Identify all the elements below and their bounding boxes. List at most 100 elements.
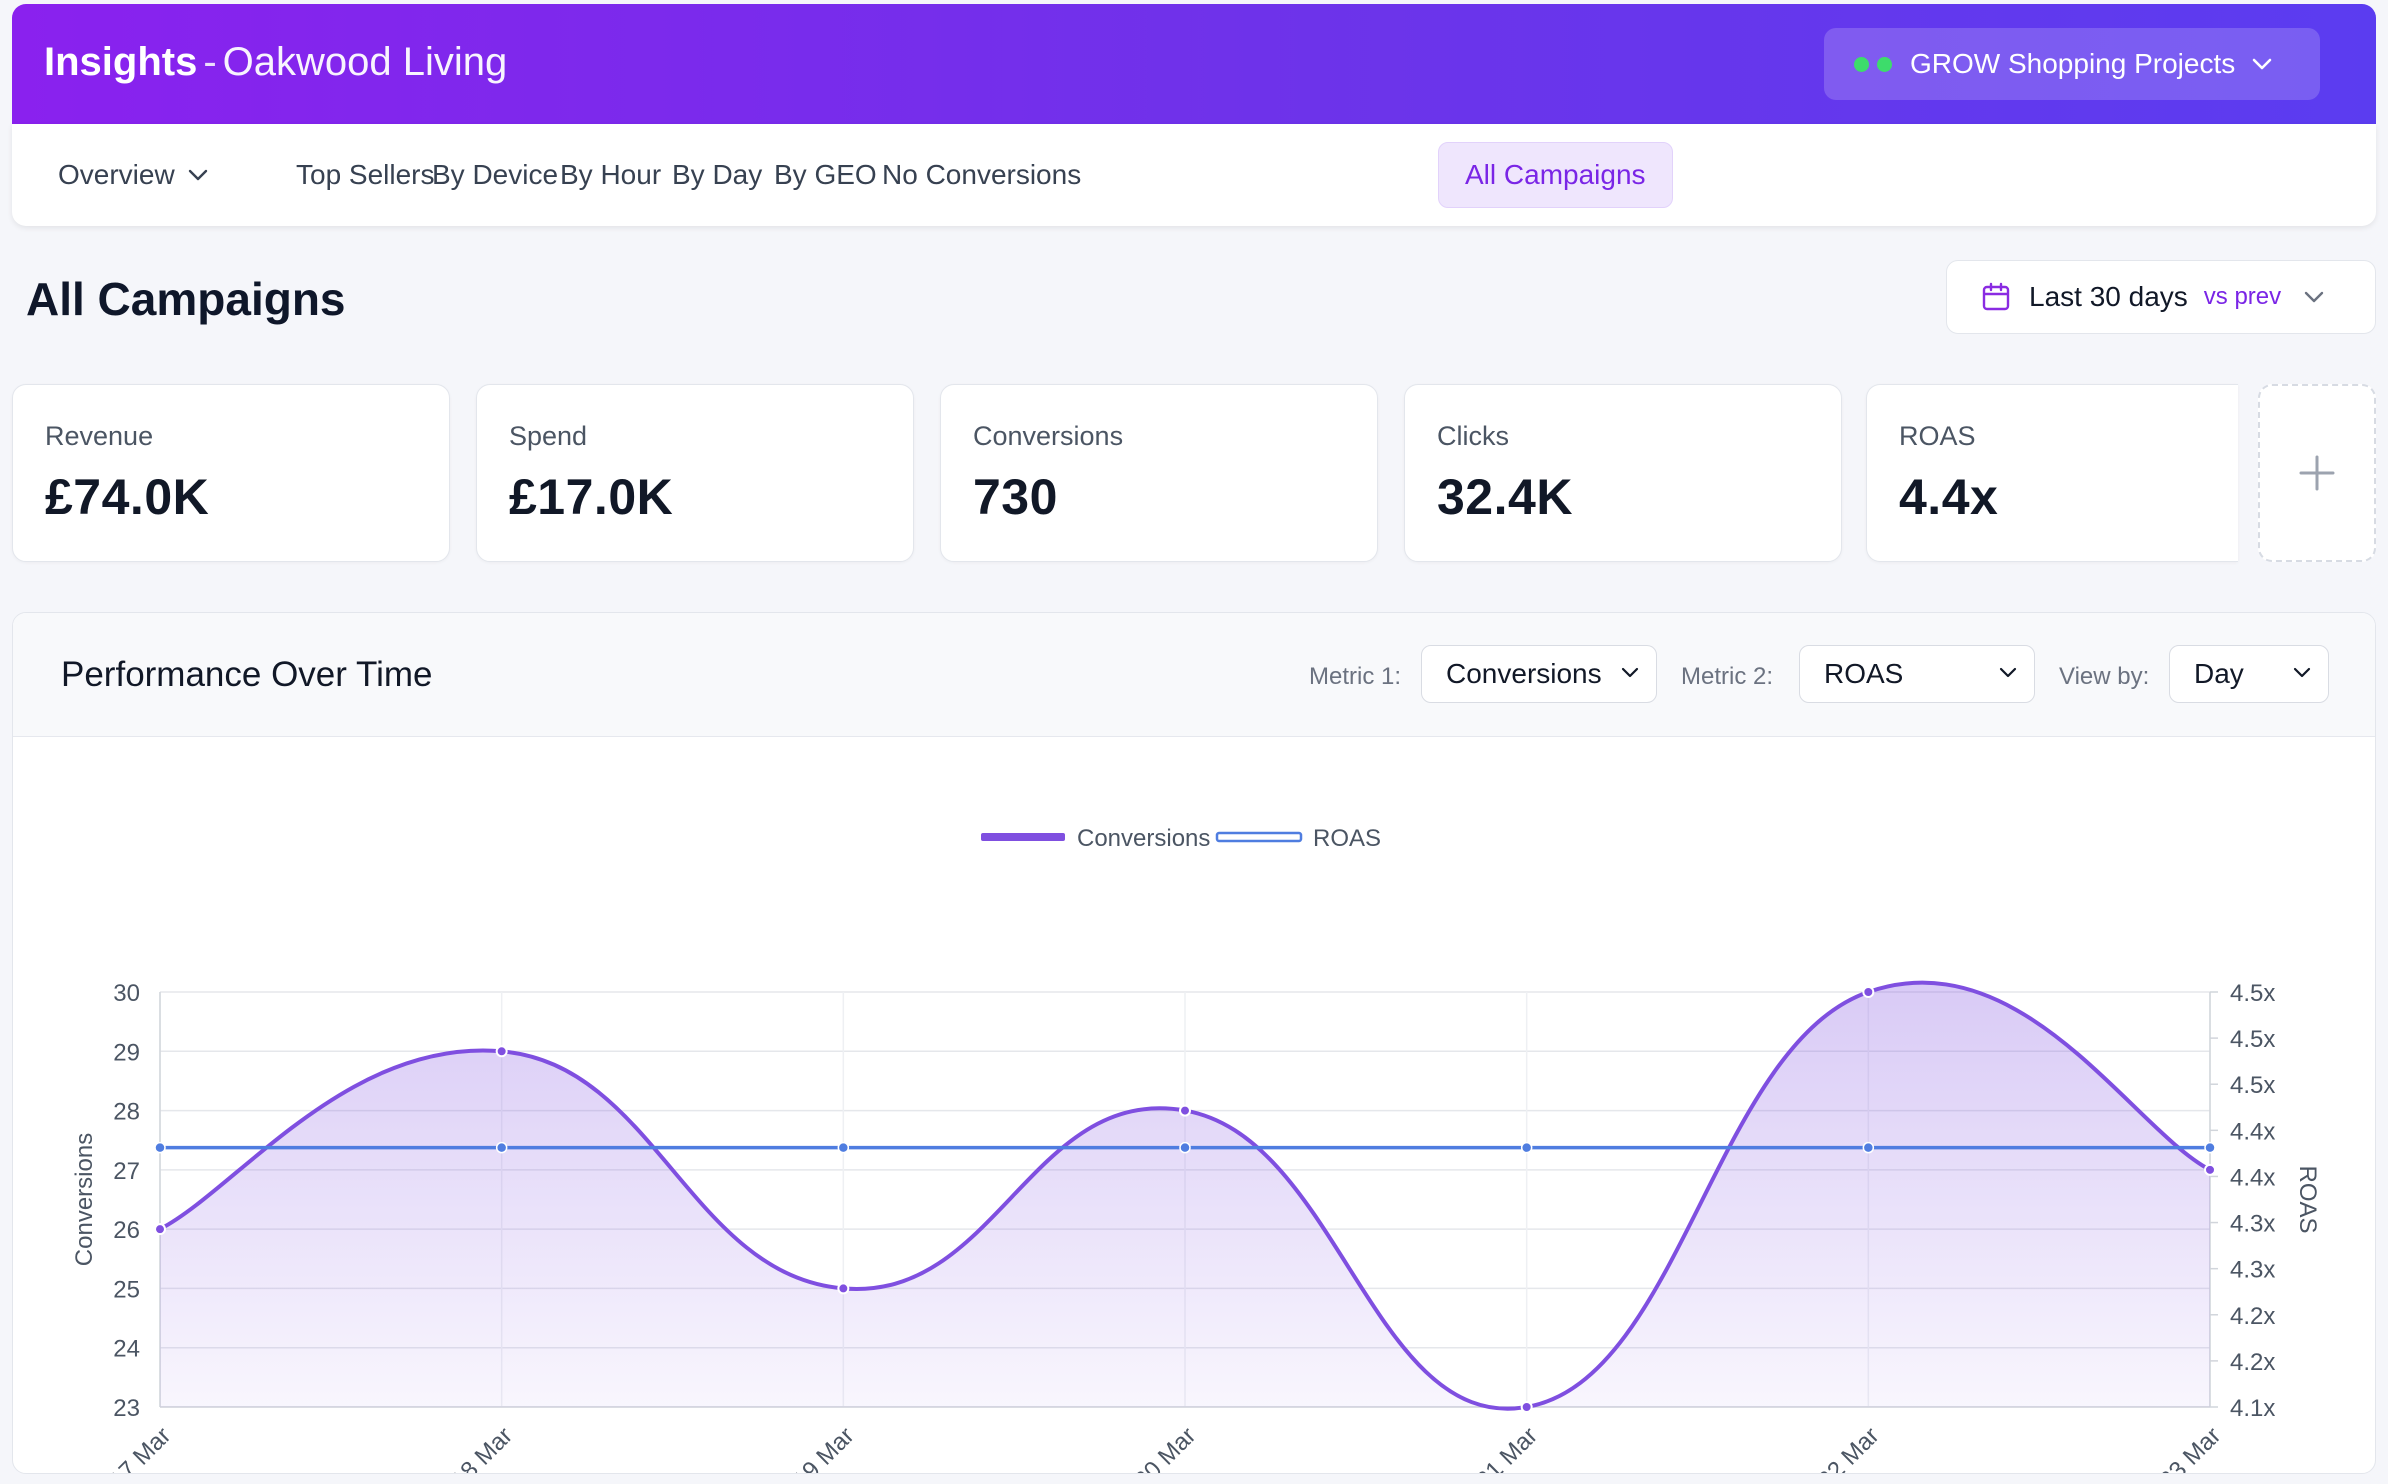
- y-left-tick-label: 27: [113, 1158, 140, 1185]
- legend-swatch-roas: [1215, 831, 1303, 843]
- conversions-point: [1179, 1104, 1191, 1117]
- compare-label: vs prev: [2203, 283, 2282, 310]
- y-left-tick-label: 25: [113, 1276, 140, 1303]
- legend-label-roas: ROAS: [1313, 825, 1381, 852]
- metric2-select[interactable]: ROAS: [1799, 645, 2035, 703]
- legend-label-conversions: Conversions: [1077, 825, 1210, 852]
- tab-by-geo[interactable]: By GEO: [774, 159, 877, 190]
- roas-point: [1179, 1141, 1191, 1154]
- kpi-card-roas[interactable]: ROAS 4.4x: [1866, 384, 2238, 562]
- kpi-label: Revenue: [45, 421, 154, 451]
- metric1-label: Metric 1:: [1309, 663, 1402, 690]
- status-dot-icon: [1854, 56, 1869, 72]
- plus-icon: [2299, 455, 2335, 491]
- kpi-value: 4.4x: [1899, 469, 1999, 525]
- y-left-tick-label: 24: [113, 1336, 140, 1363]
- kpi-card-conversions[interactable]: Conversions 730: [940, 384, 1378, 562]
- add-kpi-button[interactable]: [2258, 384, 2376, 562]
- x-tick-label: Thu 19 Mar: [754, 1422, 860, 1473]
- tab-all-campaigns[interactable]: All Campaigns: [1438, 142, 1673, 208]
- chevron-down-icon: [1999, 667, 2017, 678]
- conversions-line: [159, 980, 2211, 1411]
- conversions-point: [2204, 1163, 2216, 1176]
- y-right-tick-label: 4.2x: [2230, 1303, 2275, 1330]
- tab-by-day[interactable]: By Day: [672, 159, 763, 190]
- kpi-label: Clicks: [1437, 421, 1509, 451]
- metric1-value: Conversions: [1446, 658, 1602, 689]
- kpi-value: £74.0K: [45, 469, 210, 525]
- y-right-tick-label: 4.5x: [2230, 1026, 2275, 1053]
- y-right-tick-label: 4.1x: [2230, 1395, 2275, 1422]
- x-tick-label: Tue 17 Mar: [71, 1422, 176, 1473]
- y-right-tick-label: 4.3x: [2230, 1257, 2275, 1284]
- brand-separator: -: [203, 40, 217, 84]
- y-left-tick-label: 26: [113, 1217, 140, 1244]
- conversions-area: [160, 982, 2210, 1409]
- tab-label: Overview: [58, 159, 175, 190]
- x-tick-label: Fri 20 Mar: [1105, 1422, 1201, 1473]
- metric1-select[interactable]: Conversions: [1421, 645, 1657, 703]
- conversions-point: [837, 1282, 850, 1295]
- project-selector-label: GROW Shopping Projects: [1910, 48, 2236, 79]
- y-left-tick-label: 29: [113, 1039, 140, 1066]
- kpi-value: 730: [973, 469, 1058, 525]
- roas-point: [2204, 1141, 2216, 1154]
- roas-point: [1520, 1141, 1533, 1154]
- brand-title: Insights - Oakwood Living: [44, 40, 507, 85]
- tab-by-device[interactable]: By Device: [432, 159, 559, 190]
- y-right-axis-title: ROAS: [2294, 1165, 2321, 1233]
- y-left-tick-label: 30: [113, 980, 140, 1007]
- kpi-value: £17.0K: [509, 469, 674, 525]
- viewby-select[interactable]: Day: [2169, 645, 2329, 703]
- kpi-label: Spend: [509, 421, 588, 451]
- roas-point: [1862, 1141, 1875, 1154]
- chevron-down-icon: [1621, 667, 1639, 678]
- chevron-down-icon: [2304, 291, 2324, 303]
- y-right-tick-label: 4.3x: [2230, 1211, 2275, 1238]
- tab-by-hour[interactable]: By Hour: [560, 159, 662, 190]
- calendar-icon: [1982, 282, 2010, 311]
- kpi-label: Conversions: [973, 421, 1124, 451]
- roas-point: [154, 1141, 166, 1154]
- performance-header: Performance Over Time Metric 1: Conversi…: [13, 613, 2375, 737]
- page-title: All Campaigns: [26, 273, 346, 325]
- status-dot-icon: [1877, 56, 1892, 72]
- viewby-label: View by:: [2059, 663, 2150, 690]
- conversions-point: [1862, 986, 1875, 998]
- x-tick-label: Sat 21 Mar: [1441, 1422, 1543, 1473]
- x-tick-label: Sun 22 Mar: [1778, 1422, 1885, 1473]
- performance-chart: 23 24 25 26 27 28 29 30 4.1x 4.2x 4.2x 4.3x 4.3x 4.4x…: [71, 825, 2321, 1473]
- kpi-label: ROAS: [1899, 421, 1976, 451]
- y-right-tick-label: 4.4x: [2230, 1164, 2275, 1191]
- x-tick-label: Mon 23 Mar: [2117, 1422, 2227, 1473]
- nav-tabs: Overview Top Sellers By Device By Hour B…: [12, 124, 2376, 226]
- date-range-label: Last 30 days: [2029, 281, 2188, 312]
- chevron-down-icon: [2252, 58, 2272, 70]
- y-right-tick-label: 4.2x: [2230, 1349, 2275, 1376]
- project-selector-button[interactable]: GROW Shopping Projects: [1824, 28, 2320, 100]
- tab-no-conversions[interactable]: No Conversions: [882, 159, 1082, 190]
- tab-overview[interactable]: Overview: [32, 142, 235, 208]
- viewby-value: Day: [2194, 658, 2244, 689]
- chevron-down-icon: [188, 169, 207, 181]
- app-header: Insights - Oakwood Living GROW Shopping Pr…: [12, 4, 2376, 124]
- y-right-tick-label: 4.4x: [2230, 1118, 2275, 1145]
- tab-top-sellers[interactable]: Top Sellers: [296, 159, 435, 190]
- legend-swatch-conversions: [981, 833, 1065, 841]
- kpi-card-clicks[interactable]: Clicks 32.4K: [1404, 384, 1842, 562]
- metric2-value: ROAS: [1824, 658, 1904, 689]
- app-name: Insights: [44, 40, 198, 84]
- y-right-tick-label: 4.5x: [2230, 1072, 2275, 1099]
- date-range-picker[interactable]: Last 30 days vs prev: [1946, 260, 2376, 334]
- performance-panel: Performance Over Time Metric 1: Conversi…: [12, 612, 2376, 1474]
- metric2-label: Metric 2:: [1681, 663, 1774, 690]
- x-tick-label: Wed 18 Mar: [407, 1422, 518, 1473]
- chevron-down-icon: [2293, 667, 2311, 678]
- performance-title: Performance Over Time: [61, 655, 433, 694]
- kpi-card-revenue[interactable]: Revenue £74.0K: [12, 384, 450, 562]
- kpi-card-spend[interactable]: Spend £17.0K: [476, 384, 914, 562]
- y-right-tick-label: 4.5x: [2230, 980, 2275, 1007]
- conversions-point: [495, 1045, 508, 1058]
- y-left-tick-label: 28: [113, 1099, 140, 1126]
- y-left-axis-title: Conversions: [71, 1133, 98, 1266]
